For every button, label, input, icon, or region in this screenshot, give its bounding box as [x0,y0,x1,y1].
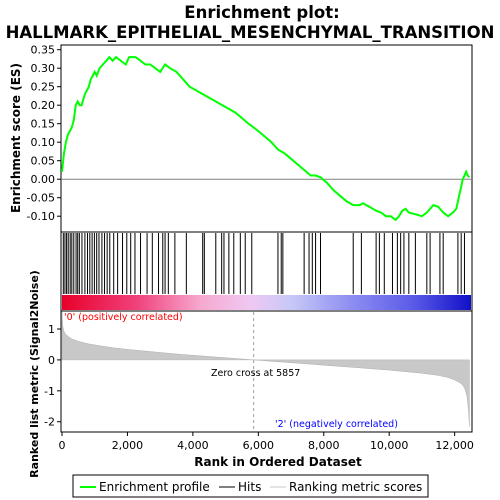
es-y-tick-label: 0.00 [31,173,56,186]
es-y-tick-label: 0.30 [31,62,56,75]
es-y-tick-label: 0.05 [31,155,56,168]
x-tick-label: 8,000 [308,439,340,452]
metric-x-ticks: 0 2,000 4,000 6,000 8,000 10,000 12,000 [59,432,474,452]
x-tick-label: 10,000 [370,439,409,452]
legend-metric-label: Ranking metric scores [289,480,422,494]
es-y-tick-label: -0.05 [27,192,55,205]
x-tick-label: 2,000 [112,439,144,452]
metric-panel: 1 0 -1 -2 0 2,000 4,000 6,000 8,000 10,000 12,000… [28,270,474,478]
ranking-color-bar [62,295,471,310]
x-tick-label: 12,000 [435,439,474,452]
es-y-tick-label: 0.15 [31,118,56,131]
metric-y-tick-label: -2 [44,416,55,429]
es-y-tick-label: 0.25 [31,81,56,94]
legend: Enrichment profile Hits Ranking metric s… [72,474,429,498]
x-tick-label: 0 [59,439,66,452]
es-y-tick-label: 0.35 [31,44,56,57]
es-profile-line [61,55,471,222]
hit-marks [62,233,465,294]
legend-frame [72,474,429,498]
es-y-ticks: 0.35 0.30 0.25 0.20 0.15 0.10 0.05 0.00 -0.05 -0.… [27,44,61,223]
metric-y-tick-label: -1 [44,385,55,398]
x-tick-label: 6,000 [243,439,275,452]
zero-cross-label: Zero cross at 5857 [211,368,300,379]
metric-area [61,311,470,427]
es-y-tick-label: -0.10 [27,210,55,223]
metric-y-tick-label: 0 [48,354,55,367]
es-y-tick-label: 0.10 [31,136,56,149]
es-y-axis-label: Enrichment score (ES) [9,63,23,213]
metric-y-ticks: 1 0 -1 -2 [44,323,61,429]
negative-correlation-label: '2' (negatively correlated) [275,419,398,430]
metric-y-axis-label: Ranked list metric (Signal2Noise) [28,270,41,478]
positive-correlation-label: '0' (positively correlated) [64,312,183,323]
hits-panel [60,231,473,312]
chart-title-line1: Enrichment plot: [184,3,339,22]
metric-y-tick-label: 1 [48,323,55,336]
metric-panel-frame [60,310,473,433]
es-y-tick-label: 0.20 [31,99,56,112]
es-panel: 0.35 0.30 0.25 0.20 0.15 0.10 0.05 0.00 -0.05 -0.… [9,44,473,233]
x-tick-label: 4,000 [177,439,209,452]
x-axis-label: Rank in Ordered Dataset [194,455,362,469]
legend-es-label: Enrichment profile [99,480,210,494]
legend-hits-label: Hits [238,480,261,494]
chart-title-line2: HALLMARK_EPITHELIAL_MESENCHYMAL_TRANSITI… [6,23,495,42]
